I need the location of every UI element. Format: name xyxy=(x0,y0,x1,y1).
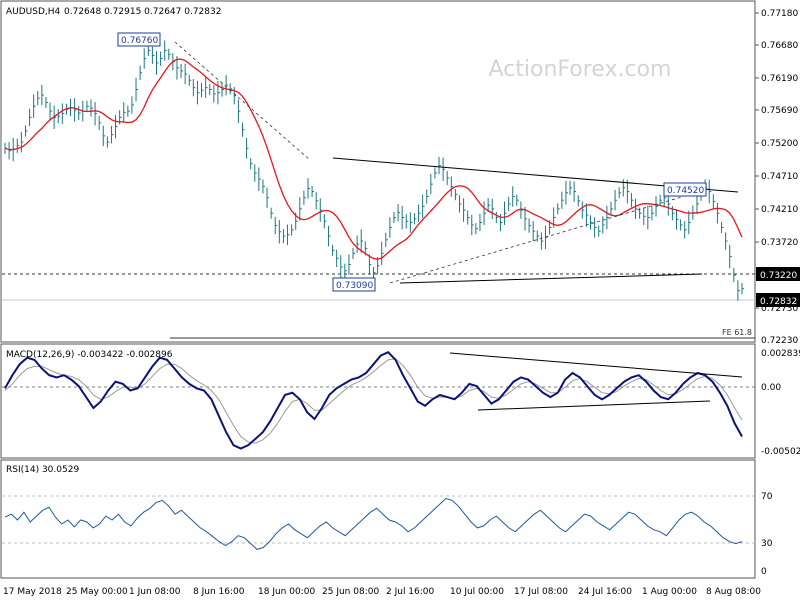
rsi-tick-label: 70 xyxy=(761,492,773,502)
x-tick-label: 2 Jul 16:00 xyxy=(386,587,435,597)
high-annotation-box xyxy=(117,32,161,47)
high-annotation: 0.76760 xyxy=(121,36,158,46)
last-price-tag xyxy=(756,293,800,307)
price-bars xyxy=(4,40,744,301)
x-tick-label: 1 Jun 08:00 xyxy=(129,587,181,597)
x-tick-label: 10 Jul 00:00 xyxy=(450,587,504,597)
macd-line xyxy=(4,350,743,450)
price-tick-label: 0.77180 xyxy=(761,9,798,19)
level-tag-label: 0.73220 xyxy=(760,271,797,281)
price-axis: 0.77180 0.76680 0.76190 0.75690 0.75200 … xyxy=(755,9,798,346)
rsi-title: RSI(14) 30.0529 xyxy=(6,465,79,475)
x-tick-label: 24 Jul 16:00 xyxy=(578,587,632,597)
x-tick-label: 1 Aug 00:00 xyxy=(642,587,697,597)
x-tick-label: 8 Jun 16:00 xyxy=(193,587,245,597)
watermark: ActionForex.com xyxy=(489,57,672,82)
price-tick-label: 0.73720 xyxy=(761,238,798,248)
x-tick-label: 17 May 2018 xyxy=(3,587,62,597)
mid-annotation-box xyxy=(663,182,707,197)
x-tick-label: 17 Jul 08:00 xyxy=(514,587,568,597)
x-tick-label: 25 Jun 08:00 xyxy=(322,587,379,597)
macd-tick-label: 0.00 xyxy=(761,383,781,393)
price-tick-label: 0.76680 xyxy=(761,41,798,51)
moving-average-line xyxy=(4,58,743,260)
mid-annotation: 0.74520 xyxy=(667,186,704,196)
rsi-tick-label: 30 xyxy=(761,539,773,549)
price-tick-label: 0.74710 xyxy=(761,172,798,182)
rsi-panel-frame xyxy=(0,459,756,579)
price-tick-label: 0.72730 xyxy=(761,304,798,314)
x-tick-label: 18 Jun 00:00 xyxy=(258,587,315,597)
price-tick-label: 0.72230 xyxy=(761,336,798,346)
price-panel-frame xyxy=(0,0,756,343)
price-tick-label: 0.75200 xyxy=(761,139,798,149)
level-tag xyxy=(756,267,800,281)
low-annotation: 0.73090 xyxy=(336,281,373,291)
price-tick-label: 0.76190 xyxy=(761,74,798,84)
macd-tick-label: -0.005021 xyxy=(761,447,800,457)
macd-title: MACD(12,26,9) -0.003422 -0.002896 xyxy=(6,350,173,360)
last-price-label: 0.72832 xyxy=(760,297,797,307)
fib-dashed-line xyxy=(389,187,713,284)
rsi-tick-label: 0 xyxy=(761,567,767,577)
fe-label: FE 61.8 xyxy=(722,328,752,337)
low-annotation-box xyxy=(332,277,376,292)
x-tick-label: 25 May 00:00 xyxy=(66,587,128,597)
macd-upper-trendline xyxy=(449,352,743,378)
price-tick-label: 0.74210 xyxy=(761,205,798,215)
lower-trendline xyxy=(399,273,703,284)
ohlc-readout: 0.72648 0.72915 0.72647 0.72832 xyxy=(64,7,221,17)
x-tick-label: 8 Aug 08:00 xyxy=(706,587,761,597)
macd-lower-trendline xyxy=(477,400,711,411)
rsi-line xyxy=(4,497,743,550)
price-tick-label: 0.75690 xyxy=(761,106,798,116)
macd-tick-label: 0.002839 xyxy=(761,349,800,359)
chart-title: AUDUSD,H4 xyxy=(6,7,61,17)
macd-panel-frame xyxy=(0,343,756,459)
x-axis: 17 May 2018 25 May 00:00 1 Jun 08:00 8 J… xyxy=(3,587,761,597)
